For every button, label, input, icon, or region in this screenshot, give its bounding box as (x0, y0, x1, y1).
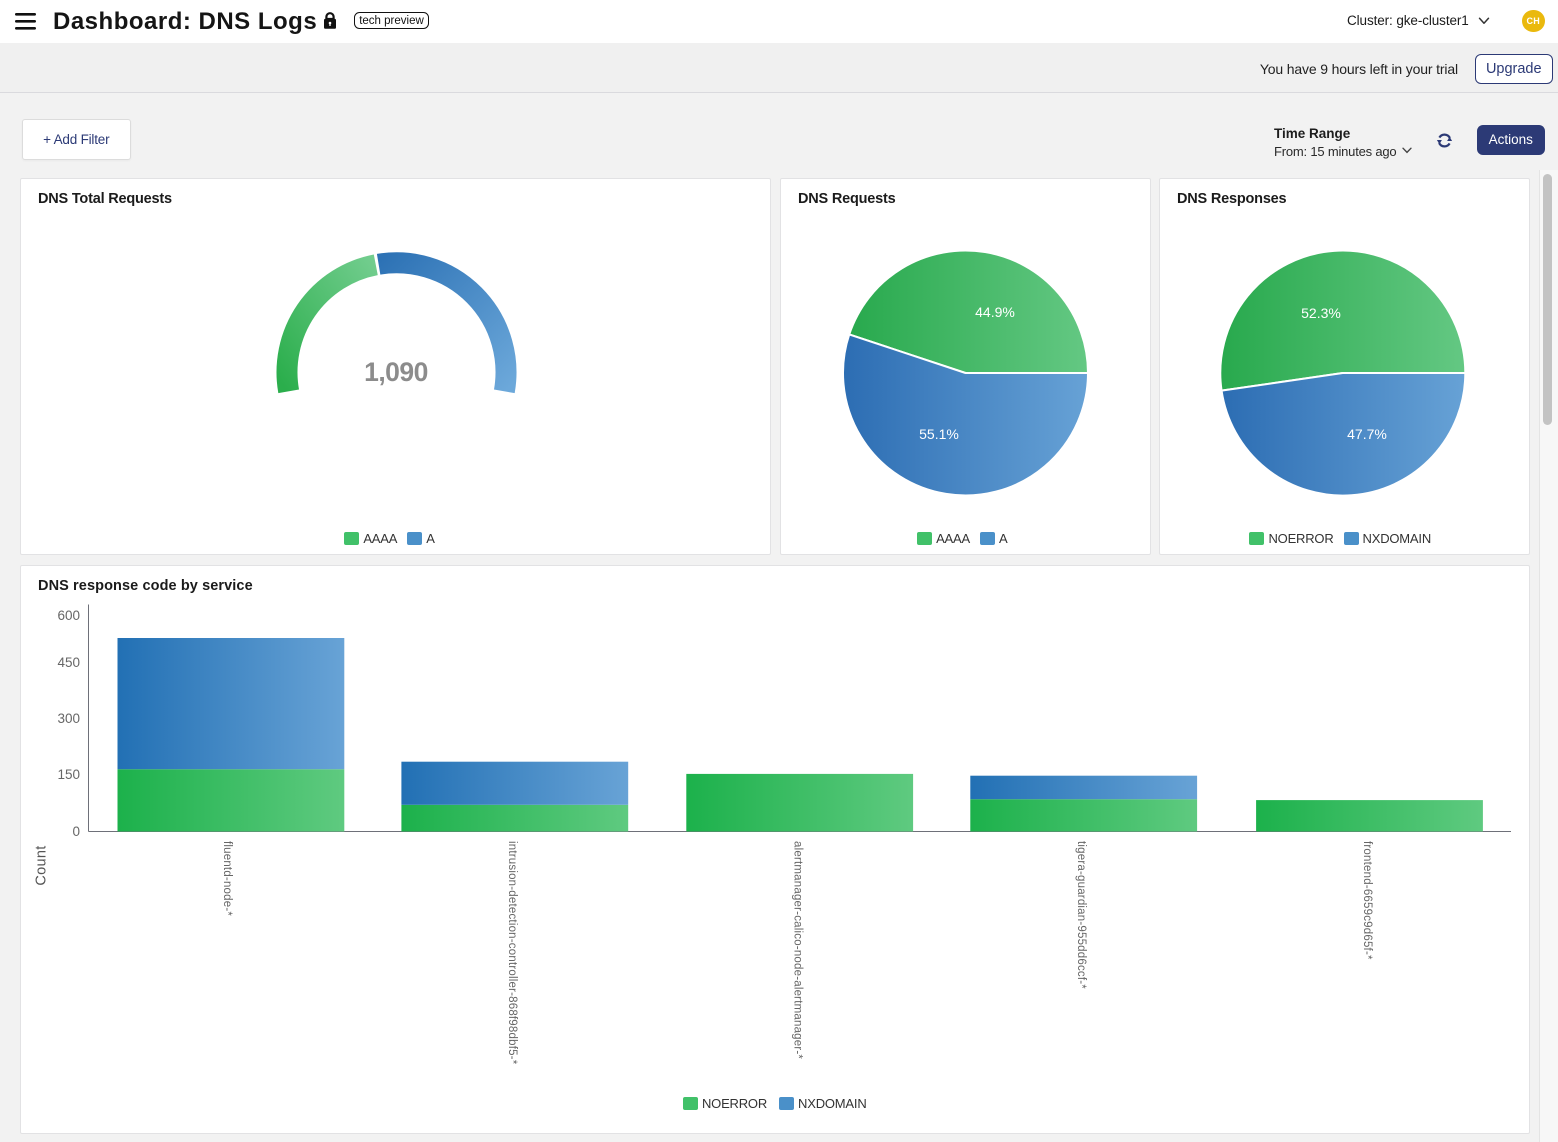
svg-text:300: 300 (57, 711, 80, 726)
svg-text:600: 600 (57, 608, 80, 623)
svg-text:150: 150 (57, 767, 80, 782)
svg-text:0: 0 (72, 824, 80, 839)
svg-text:450: 450 (57, 655, 80, 670)
